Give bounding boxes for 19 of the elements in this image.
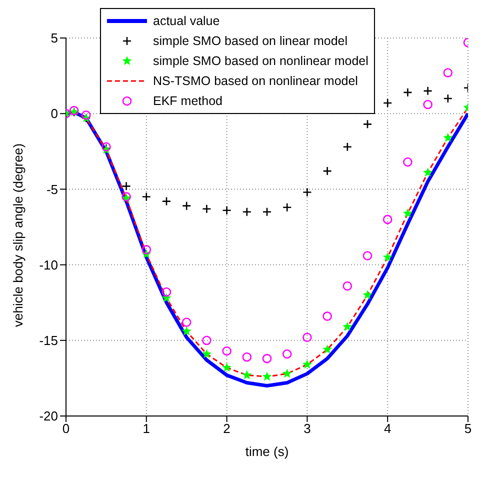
x-axis-title: time (s) — [245, 444, 289, 459]
y-axis-title: vehicle body slip angle (degree) — [10, 143, 26, 327]
x-tick-label: 2 — [223, 421, 230, 436]
y-tick-label: -10 — [39, 257, 58, 272]
legend-label: actual value — [153, 14, 220, 28]
y-tick-label: -15 — [39, 333, 58, 348]
y-tick-label: 0 — [50, 106, 58, 122]
legend-label: simple SMO based on linear model — [153, 34, 348, 48]
x-tick-label: 3 — [304, 421, 311, 436]
y-tick-label: -20 — [39, 408, 58, 424]
legend-label: EKF method — [153, 94, 222, 108]
x-tick-label: 5 — [464, 421, 472, 436]
legend-label: simple SMO based on nonlinear model — [153, 54, 368, 68]
x-tick-label: 0 — [62, 421, 70, 436]
x-tick-label: 1 — [142, 421, 150, 436]
legend-label: NS-TSMO based on nonlinear model — [153, 74, 358, 88]
x-tick-label: 4 — [384, 421, 392, 436]
y-tick-label: 5 — [50, 30, 58, 46]
y-tick-label: -5 — [46, 182, 58, 197]
